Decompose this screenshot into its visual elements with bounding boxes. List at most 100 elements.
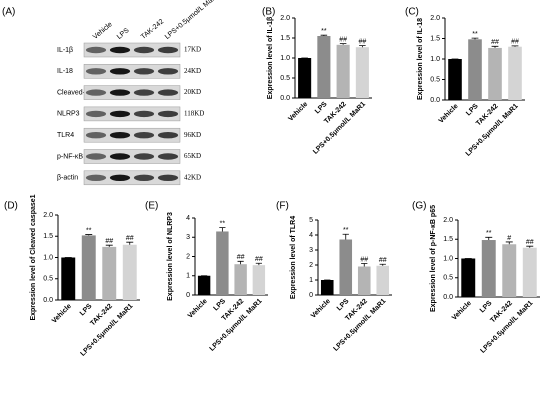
y-axis-label: Expression level of TLR4 <box>290 216 297 299</box>
bar <box>216 231 229 295</box>
annotation: ## <box>358 38 366 45</box>
x-tick-label: LPS <box>336 298 351 313</box>
bar <box>522 247 537 297</box>
annotation: ## <box>339 36 347 43</box>
blot-band <box>133 89 155 96</box>
blot-band <box>85 68 107 75</box>
bar <box>481 240 496 297</box>
x-tick-label: LPS <box>479 300 494 315</box>
panel-label: (F) <box>276 201 289 212</box>
y-tick-label: 3 <box>186 234 190 241</box>
panel-label: (G) <box>412 201 426 212</box>
y-tick-label: 0.0 <box>430 97 440 104</box>
bar <box>320 280 334 295</box>
annotation: ** <box>343 227 349 234</box>
y-tick-label: 1.5 <box>430 35 440 42</box>
x-tick-label: LPS <box>79 303 94 318</box>
annotation: ## <box>511 39 519 46</box>
x-tick-label: LPS <box>465 103 480 118</box>
y-axis-label: Expression level of Cleaved caspase1 <box>30 194 37 320</box>
blot-band <box>85 132 107 139</box>
error-bar <box>342 233 349 240</box>
bar <box>317 36 331 98</box>
blot-band <box>157 46 179 54</box>
y-tick-label: 0 <box>186 292 190 299</box>
bar <box>357 266 371 295</box>
blot-band <box>157 89 179 96</box>
annotation: # <box>507 235 511 242</box>
bar <box>508 46 522 100</box>
y-axis-label: Expression level of IL-18 <box>417 18 424 100</box>
annotation: ## <box>526 239 534 246</box>
error-bar <box>361 263 368 267</box>
error-bar <box>485 236 493 241</box>
protein-label: IL-1β <box>57 47 73 54</box>
error-bar <box>379 263 386 266</box>
y-tick-label: 3 <box>309 247 313 254</box>
y-tick-label: 2.0 <box>443 217 453 224</box>
error-bar <box>237 260 244 265</box>
error-bar <box>491 45 499 48</box>
blot-strip <box>83 170 181 186</box>
annotation: ## <box>491 39 499 46</box>
bar <box>461 258 476 297</box>
size-label: 24KD <box>184 67 201 75</box>
blot-band <box>85 89 107 96</box>
y-axis-label: Expression level of p-NF-κB p65 <box>430 205 437 312</box>
lane-label: LPS+0.5μmol/L MaR1 <box>164 0 221 41</box>
blot-band <box>157 110 179 118</box>
blot-band <box>85 46 107 54</box>
blot-band <box>157 174 179 181</box>
bar <box>122 244 137 300</box>
error-bar <box>511 45 519 47</box>
error-bar <box>526 245 534 248</box>
bar <box>102 246 117 300</box>
blot-band <box>157 132 179 139</box>
blot-band <box>85 110 107 118</box>
blot-band <box>133 68 155 75</box>
y-tick-label: 0.5 <box>430 76 440 83</box>
blot-band <box>133 110 155 118</box>
bar <box>376 265 390 295</box>
protein-label: p-NF-κB p65 <box>57 153 97 160</box>
x-tick-label: LPS <box>314 101 329 116</box>
size-label: 96KD <box>184 131 201 139</box>
error-bar <box>320 34 328 36</box>
error-bar <box>255 262 262 266</box>
x-tick-label: Vehicle <box>287 101 309 123</box>
size-label: 20KD <box>184 88 201 96</box>
x-tick-label: Vehicle <box>51 303 73 325</box>
panel-label: (A) <box>2 7 15 18</box>
y-tick-label: 1.5 <box>280 35 290 42</box>
y-tick-label: 4 <box>309 232 313 239</box>
blot-band <box>133 46 155 54</box>
annotation: ## <box>360 256 368 263</box>
error-bar <box>126 241 134 245</box>
size-label: 17KD <box>184 46 201 54</box>
annotation: ** <box>321 28 327 35</box>
bar <box>355 47 369 98</box>
y-tick-label: 0.0 <box>280 95 290 102</box>
annotation: ** <box>486 230 492 237</box>
blot-band <box>109 46 131 54</box>
panel-label: (C) <box>405 7 419 18</box>
blot-band <box>133 132 155 139</box>
protein-label: β-actin <box>57 175 78 182</box>
protein-label: IL-18 <box>57 68 73 75</box>
x-tick-label: Vehicle <box>310 298 332 320</box>
y-tick-label: 1.5 <box>43 233 53 240</box>
annotation: ## <box>237 254 245 261</box>
blot-band <box>109 89 131 96</box>
blot-strip <box>83 85 181 100</box>
error-bar <box>359 45 366 48</box>
panel-label: (B) <box>262 7 275 18</box>
blot-strip <box>83 149 181 164</box>
y-tick-label: 4 <box>186 215 190 222</box>
error-bar <box>219 227 226 232</box>
blot-band <box>133 174 155 181</box>
y-axis-label: Expression level of NLRP3 <box>167 212 174 301</box>
bar <box>502 244 517 297</box>
lane-label: Vehicle <box>92 21 114 41</box>
error-bar <box>339 43 347 45</box>
